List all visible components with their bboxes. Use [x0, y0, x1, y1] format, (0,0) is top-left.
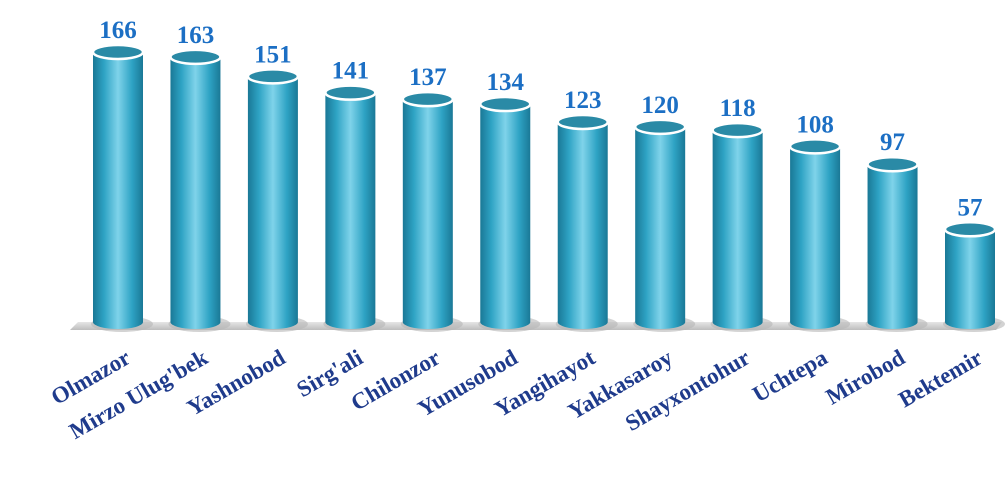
bar-top [788, 138, 842, 155]
value-label-bektemir: 57 [958, 194, 983, 221]
bar-top [401, 90, 455, 108]
value-label-yangihayot: 123 [564, 87, 602, 114]
bar-body [480, 104, 531, 329]
bar-body [402, 99, 453, 330]
bar-top [246, 68, 300, 85]
value-label-chilonzor: 137 [409, 64, 447, 91]
value-label-shayxontohur: 118 [720, 95, 756, 122]
bar-yakkasaroy [633, 118, 696, 332]
bar-yashnobod [245, 68, 308, 332]
bar-top [943, 221, 997, 238]
value-label-uchtepa: 108 [796, 111, 834, 138]
category-label-uchtepa: Uchtepa [748, 344, 832, 407]
bar-chilonzor [400, 90, 463, 332]
bar-body [635, 126, 686, 330]
value-label-mirzo-ulug-bek: 163 [177, 22, 215, 49]
bar-body [790, 146, 841, 330]
value-label-yashnobod: 151 [254, 41, 292, 68]
bar-top [169, 48, 222, 66]
bar-top [324, 84, 377, 101]
bar-body [712, 130, 763, 330]
bar-body [247, 76, 298, 330]
category-label-bektemir: Bektemir [894, 345, 986, 413]
bar-uchtepa [788, 138, 851, 332]
bar-mirzo-ulug-bek [168, 48, 231, 332]
value-labels-group: 166 163 151 141 137 134 123 120 118 108 97 57 [99, 17, 982, 221]
value-label-mirobod: 97 [880, 129, 905, 156]
bar-sirg-ali [323, 84, 386, 332]
bar-shayxontohur [710, 121, 773, 332]
category-label-mirobod: Mirobod [822, 345, 910, 410]
value-label-olmazor: 166 [99, 17, 137, 44]
bar-top [91, 43, 145, 61]
bar-top [479, 95, 532, 113]
bar-top [711, 121, 764, 139]
bar-body [557, 121, 608, 330]
value-label-sirg-ali: 141 [332, 58, 370, 85]
bar-body [945, 229, 995, 329]
bar-top [866, 155, 919, 173]
value-label-yakkasaroy: 120 [641, 92, 679, 119]
bar-body [325, 92, 376, 330]
bar-top [556, 113, 609, 131]
bar-body [93, 52, 143, 329]
bar-top [633, 118, 687, 136]
bar-body [867, 164, 918, 330]
value-label-yunusobod: 134 [487, 69, 525, 96]
bar-yunusobod [478, 95, 541, 332]
bars-group [91, 43, 1005, 332]
bar-yangihayot [555, 113, 618, 332]
bar-body [170, 56, 221, 330]
bar-bektemir [943, 221, 1005, 332]
bar-olmazor [91, 43, 153, 332]
bar-mirobod [865, 155, 928, 332]
